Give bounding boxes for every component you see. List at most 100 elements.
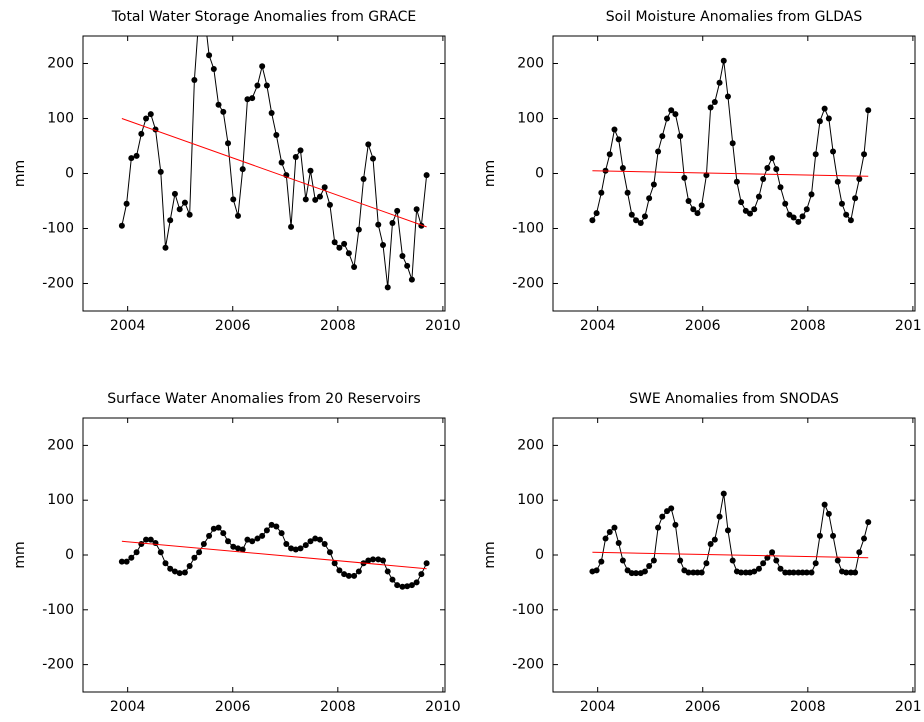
data-point (861, 151, 868, 158)
data-point (118, 558, 125, 565)
data-point (821, 501, 828, 508)
data-point (191, 554, 198, 561)
data-point (733, 178, 740, 185)
data-point (677, 557, 684, 564)
data-point (413, 206, 420, 213)
y-tick-label: -200 (512, 657, 544, 673)
data-point (321, 184, 328, 191)
data-point (370, 155, 377, 162)
data-point (711, 536, 718, 543)
data-point (703, 560, 710, 567)
data-point (312, 196, 319, 203)
data-point (215, 101, 222, 108)
data-point (206, 532, 213, 539)
data-point (418, 571, 425, 578)
data-point (672, 521, 679, 528)
x-tick-label: 2004 (110, 318, 146, 334)
data-point (147, 536, 154, 543)
data-point (167, 565, 174, 572)
y-axis-label: mm (12, 160, 28, 187)
data-point (611, 524, 618, 531)
data-point (755, 565, 762, 572)
data-point (408, 582, 415, 589)
data-point (133, 549, 140, 556)
data-point (273, 132, 280, 138)
data-point (633, 570, 640, 577)
x-tick-label: 2004 (580, 318, 616, 334)
data-point (641, 213, 648, 220)
data-point (157, 549, 164, 556)
data-point (365, 557, 372, 564)
data-point (375, 556, 382, 563)
data-point (659, 133, 666, 140)
data-point (816, 532, 823, 539)
data-point (681, 174, 688, 181)
y-tick-label: -100 (512, 221, 544, 237)
data-point (602, 535, 609, 542)
data-point (399, 253, 406, 259)
series-line (121, 36, 428, 288)
data-point (162, 560, 169, 567)
data-point (690, 569, 697, 576)
data-point (786, 569, 793, 576)
data-point (249, 538, 256, 545)
data-point (186, 211, 193, 218)
data-point (619, 165, 626, 171)
data-point (812, 560, 819, 567)
data-point (698, 569, 705, 576)
axes-frame (552, 35, 916, 312)
y-tick-label: 100 (517, 492, 544, 508)
data-point (288, 223, 295, 230)
plot-area (589, 490, 872, 577)
data-point (606, 528, 613, 535)
subplot: SWE Anomalies from SNODAS mm -200 -100 0 100 2… (482, 391, 922, 715)
data-point (729, 557, 736, 564)
data-point (716, 513, 723, 520)
data-point (716, 79, 723, 86)
x-tick-label: 2006 (685, 699, 721, 715)
y-tick-label: 100 (517, 111, 544, 127)
data-point (254, 82, 261, 89)
data-point (423, 560, 430, 567)
data-point (619, 557, 626, 564)
data-point (147, 111, 154, 118)
data-point (655, 148, 662, 155)
subplot: Soil Moisture Anomalies from GLDAS mm -200… (482, 9, 922, 334)
data-point (628, 570, 635, 577)
data-point (292, 546, 299, 553)
data-point (138, 541, 145, 548)
data-point (312, 535, 319, 542)
subplot-title: Soil Moisture Anomalies from GLDAS (606, 9, 863, 25)
data-point (331, 239, 338, 246)
data-point (751, 206, 758, 213)
data-point (234, 212, 241, 219)
data-point (128, 155, 135, 162)
data-point (157, 168, 164, 175)
data-point (685, 198, 692, 204)
data-point (399, 583, 406, 590)
series-line (592, 551, 869, 559)
data-point (297, 545, 304, 552)
data-point (196, 549, 203, 556)
data-point (694, 569, 701, 576)
data-point (606, 151, 613, 158)
data-point (711, 99, 718, 105)
data-point (816, 118, 823, 125)
data-point (336, 567, 343, 574)
data-point (292, 154, 299, 160)
data-point (360, 176, 367, 182)
data-point (668, 505, 675, 512)
data-point (615, 136, 622, 143)
data-point (777, 184, 784, 191)
data-point (128, 554, 135, 561)
data-point (206, 52, 213, 59)
subplot: Total Water Storage Anomalies from GRACE… (12, 9, 461, 334)
data-point (598, 189, 605, 196)
data-point (790, 214, 797, 221)
series-line (121, 524, 428, 588)
axes-frame (552, 417, 916, 693)
data-point (847, 569, 854, 576)
data-point (799, 569, 806, 576)
data-point (278, 530, 285, 537)
